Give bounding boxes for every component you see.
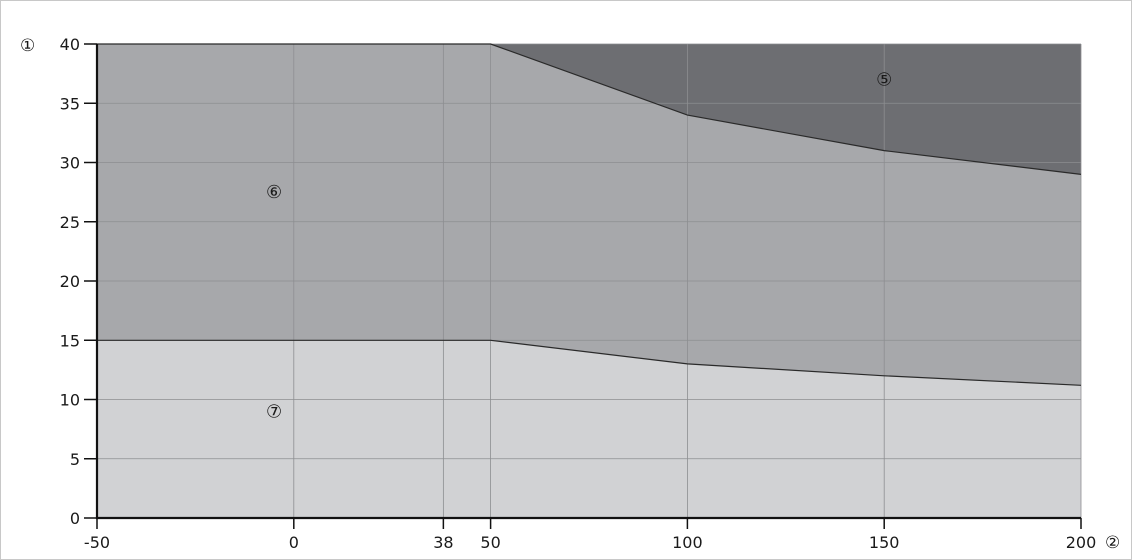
- y-tick-label: 5: [70, 450, 80, 469]
- lower-boundary-line: [97, 339, 1082, 386]
- boundary-layer: [97, 43, 1082, 386]
- region-label-5: ⑤: [876, 70, 892, 91]
- region-label-6: ⑥: [266, 182, 282, 203]
- y-tick-label: 0: [70, 509, 80, 528]
- x-tick-label: -50: [84, 533, 110, 552]
- x-axis-label: ②: [1105, 533, 1120, 553]
- region-label-7: ⑦: [266, 401, 282, 422]
- x-tick-label: 0: [289, 533, 299, 552]
- y-tick-label: 10: [60, 391, 80, 410]
- regions-layer: [97, 44, 1081, 518]
- region-5: [97, 44, 1081, 175]
- y-axis-label: ①: [20, 36, 35, 56]
- y-tick-label: 30: [60, 154, 80, 173]
- x-tick-label: 150: [869, 533, 900, 552]
- y-tick-label: 25: [60, 213, 80, 232]
- y-tick-label: 15: [60, 331, 80, 350]
- x-tick-label: 50: [480, 533, 500, 552]
- y-tick-label: 20: [60, 272, 80, 291]
- grid-layer: [97, 43, 1082, 518]
- region-7: [97, 340, 1081, 518]
- y-tick-label: 35: [60, 94, 80, 113]
- x-tick-label: 200: [1066, 533, 1097, 552]
- region-6: [97, 44, 1081, 386]
- x-tick-label: 100: [672, 533, 703, 552]
- upper-boundary-line: [97, 43, 1082, 175]
- x-tick-label: 38: [433, 533, 453, 552]
- labels-layer: ① ② ⑤ ⑥ ⑦: [20, 36, 1120, 553]
- y-tick-label: 40: [60, 35, 80, 54]
